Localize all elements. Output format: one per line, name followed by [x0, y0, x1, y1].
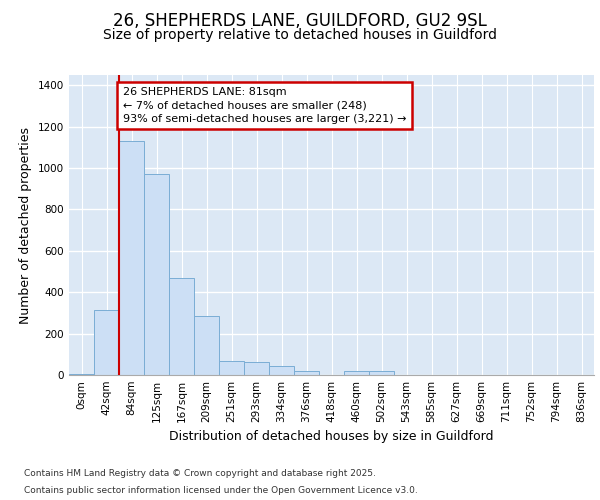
Bar — [94, 310, 119, 375]
Bar — [119, 141, 144, 375]
Bar — [219, 360, 244, 375]
Text: Contains public sector information licensed under the Open Government Licence v3: Contains public sector information licen… — [24, 486, 418, 495]
Bar — [269, 366, 294, 375]
Text: Contains HM Land Registry data © Crown copyright and database right 2025.: Contains HM Land Registry data © Crown c… — [24, 468, 376, 477]
Bar — [294, 371, 319, 375]
Bar — [144, 174, 169, 375]
Y-axis label: Number of detached properties: Number of detached properties — [19, 126, 32, 324]
Bar — [344, 371, 369, 375]
Text: Size of property relative to detached houses in Guildford: Size of property relative to detached ho… — [103, 28, 497, 42]
Bar — [369, 371, 394, 375]
Bar — [169, 278, 194, 375]
X-axis label: Distribution of detached houses by size in Guildford: Distribution of detached houses by size … — [169, 430, 494, 444]
Text: 26, SHEPHERDS LANE, GUILDFORD, GU2 9SL: 26, SHEPHERDS LANE, GUILDFORD, GU2 9SL — [113, 12, 487, 30]
Bar — [194, 316, 219, 375]
Bar — [69, 374, 94, 375]
Bar — [244, 362, 269, 375]
Text: 26 SHEPHERDS LANE: 81sqm
← 7% of detached houses are smaller (248)
93% of semi-d: 26 SHEPHERDS LANE: 81sqm ← 7% of detache… — [123, 88, 406, 124]
